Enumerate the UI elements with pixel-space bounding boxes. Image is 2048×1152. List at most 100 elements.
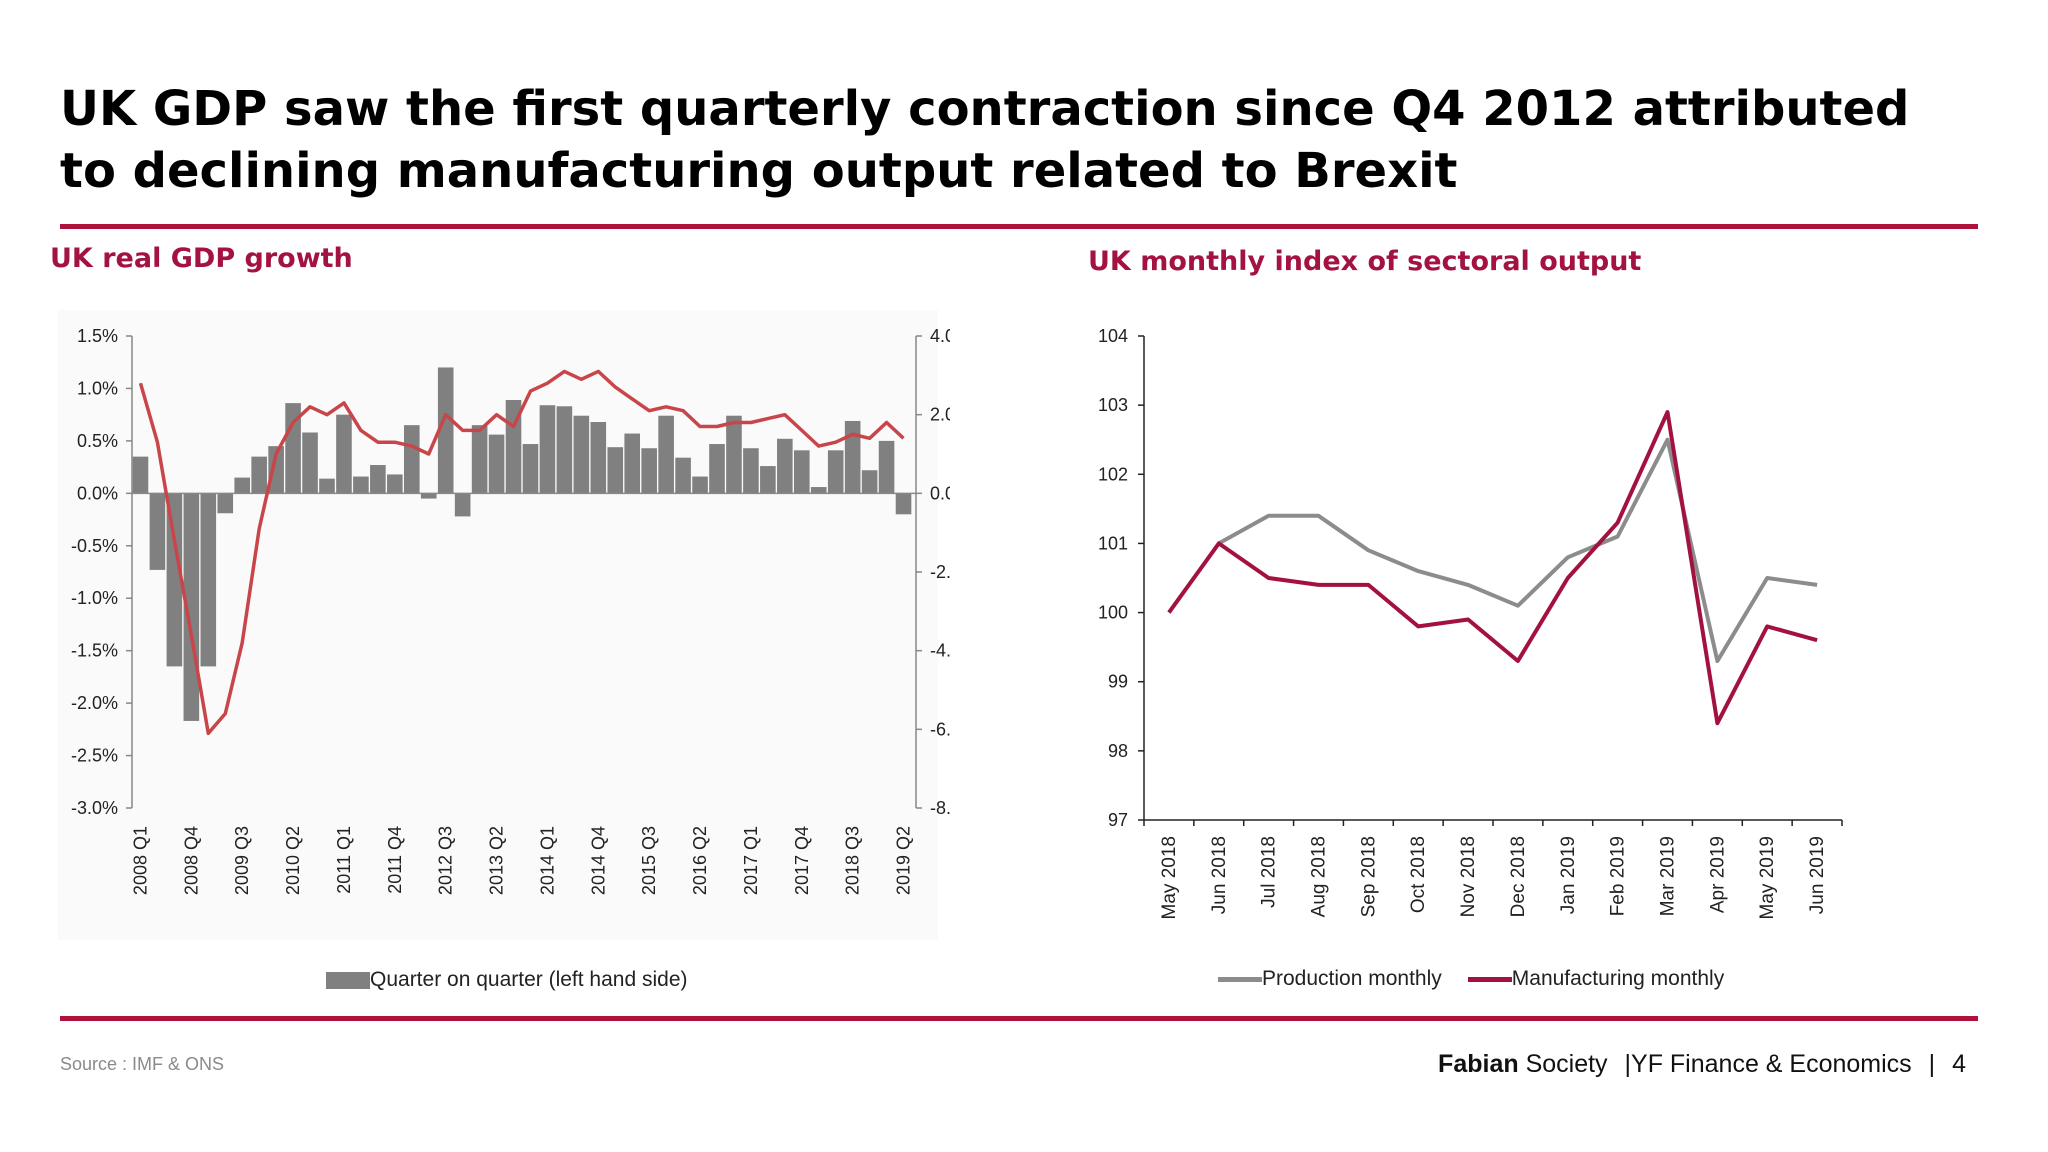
x-tick-label: 2009 Q3 [232,826,252,895]
bar-2012-q2 [420,493,437,499]
bar-2017-q3 [777,438,793,494]
x-tick-label: May 2019 [1757,836,1778,919]
bar-2019-q1 [878,440,895,494]
bar-2014-q1 [539,405,556,494]
x-tick-label: 2010 Q2 [283,826,303,895]
x-tick-label: Sep 2018 [1358,836,1379,917]
bar-2012-q3 [437,367,454,494]
footer-divider [60,1016,1978,1021]
bar-2018-q1 [810,487,827,494]
footer-brand-regular: Society [1518,1050,1608,1078]
x-tick-label: Jun 2019 [1807,836,1828,914]
gdp-growth-chart: 1.5% 1.0% 0.5% 0.0% -0.5% -1.0% -1.5% -2.0% -2.5… [50,300,977,950]
bar-2014-q4 [590,422,607,494]
gdp-chart-title: UK real GDP growth [50,243,353,274]
bar-2011-q2 [353,476,369,494]
bar-legend-swatch [326,971,370,989]
footer-org: YF Finance & Economics [1631,1050,1912,1078]
manufacturing-legend-label: Manufacturing monthly [1511,967,1725,990]
bar-legend-label: Quarter on quarter (left hand side) [370,968,688,991]
x-tick-label: 2014 Q4 [588,826,608,895]
x-tick-label: 2011 Q1 [334,826,354,894]
left-tick-label: -1.0% [71,588,118,608]
x-tick-label: 2015 Q3 [639,826,659,895]
page-number: 4 [1952,1050,1966,1078]
footer-brand-bold: Fabian [1438,1050,1519,1078]
bar-2008-q2 [149,493,166,570]
left-tick-label: 0.5% [77,431,118,451]
bar-2016-q1 [675,457,691,494]
x-tick-label: 2013 Q2 [487,826,507,895]
right-tick-label: 4.0% [930,326,950,346]
bar-2008-q3 [166,493,183,667]
right-tick-label: -6.0% [930,719,950,739]
bar-2016-q4 [726,415,742,494]
bar-2015-q4 [658,415,674,494]
bar-2017-q1 [743,448,759,494]
bar-2009-q1 [200,493,217,667]
x-tick-label: 2011 Q4 [385,826,405,894]
sectoral-output-chart: 104 103 102 101 100 99 98 97 May 2018 Jun 2018 Jul… [1080,300,1900,945]
y-tick-label: 97 [1108,810,1128,830]
legend-item-manufacturing: Manufacturing monthly [1467,967,1725,991]
bar-2013-q4 [522,444,539,494]
bar-2015-q3 [641,448,657,494]
gdp-growth-chart-svg: 1.5% 1.0% 0.5% 0.0% -0.5% -1.0% -1.5% -2.0% -2.5… [58,310,977,950]
bar-2015-q1 [607,447,624,494]
sectoral-output-chart-svg: 104 103 102 101 100 99 98 97 May 2018 Jun 2018 Jul… [1098,326,1843,919]
x-tick-label: 2016 Q2 [690,826,710,895]
y-tick-label: 101 [1098,533,1128,553]
production-legend-label: Production monthly [1262,967,1442,990]
x-tick-label: 2012 Q3 [436,826,456,895]
bar-2016-q3 [709,444,725,494]
y-tick-label: 99 [1108,672,1128,692]
bar-2010-q4 [319,478,335,494]
x-tick-label: Oct 2018 [1408,836,1429,913]
x-tick-label: 2014 Q1 [537,826,557,895]
left-tick-label: -1.5% [71,641,118,661]
bar-2011-q3 [370,465,386,494]
x-tick-label: May 2018 [1159,836,1180,919]
right-tick-label: -8.0% [930,798,950,818]
y-tick-label: 102 [1098,464,1128,484]
bar-2010-q3 [302,432,318,494]
right-tick-label: -4.0% [930,641,950,661]
right-tick-label: 0.0% [930,483,950,503]
bar-2018-q3 [844,420,861,494]
left-tick-label: -0.5% [71,536,118,556]
bar-2015-q2 [624,433,641,494]
x-tick-label: 2017 Q4 [792,826,812,895]
x-tick-label: Aug 2018 [1309,836,1330,917]
bar-2009-q2 [217,493,234,514]
gdp-chart-legend: Quarter on quarter (left hand side) [326,968,688,992]
y-tick-label: 103 [1098,395,1128,415]
x-tick-label: Dec 2018 [1508,836,1529,917]
x-tick-label: 2018 Q3 [843,826,863,895]
left-tick-label: 0.0% [77,483,118,503]
manufacturing-legend-swatch [1467,976,1512,982]
x-tick-label: 2008 Q1 [130,826,150,895]
x-tick-label: 2017 Q1 [741,826,761,895]
bar-2019-q2 [895,493,912,515]
bar-2012-q1 [403,425,420,494]
manufacturing-monthly-line [1167,410,1818,726]
bar-2010-q2 [285,403,301,494]
left-tick-label: -2.0% [71,693,118,713]
y-tick-label: 100 [1098,603,1128,623]
bar-2018-q4 [861,470,878,494]
x-tick-label: Apr 2019 [1707,836,1728,913]
left-tick-label: 1.0% [77,378,118,398]
left-tick-label: 1.5% [77,326,118,346]
y-tick-label: 98 [1108,741,1128,761]
footer: Fabian Society |YF Finance & Economics |… [1438,1050,1966,1079]
bar-2011-q4 [387,474,403,494]
x-tick-label: Feb 2019 [1608,836,1629,916]
yoy-growth-line [138,369,905,736]
bar-2012-q4 [454,493,471,517]
bar-2009-q4 [251,456,267,494]
slide-title: UK GDP saw the first quarterly contracti… [60,81,1910,199]
bar-2017-q2 [760,466,776,494]
output-chart-title: UK monthly index of sectoral output [1088,246,1642,277]
bar-2013-q1 [471,425,488,494]
bar-2008-q1 [132,456,149,494]
